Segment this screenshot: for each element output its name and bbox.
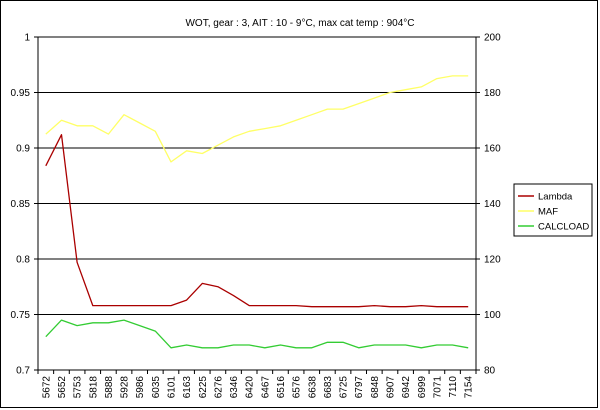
x-tick-label: 6848 <box>370 376 381 399</box>
x-tick-label: 5753 <box>73 376 84 399</box>
x-tick-label: 6163 <box>182 376 193 399</box>
x-tick-label: 6276 <box>213 376 224 399</box>
series-line-maf <box>45 75 469 163</box>
legend-label: MAF <box>538 207 558 218</box>
left-tick-label: 0.9 <box>16 144 30 155</box>
x-tick-label: 6346 <box>229 376 240 399</box>
x-tick-label: 6420 <box>245 376 256 399</box>
right-tick-label: 180 <box>484 88 501 99</box>
x-tick-label: 6225 <box>198 376 209 399</box>
left-axis-ticks: 0.7 0.75 0.8 0.85 0.9 0.95 1 <box>11 33 38 377</box>
chart-title: WOT, gear : 3, AIT : 10 - 9°C, max cat t… <box>185 18 414 29</box>
right-axis-ticks: 80 100 120 140 160 180 200 <box>476 33 501 377</box>
legend-box <box>513 183 593 237</box>
right-tick-label: 120 <box>484 255 501 266</box>
left-tick-label: 0.85 <box>11 199 31 210</box>
x-axis-ticks: 5672 5652 5753 5818 5888 5928 5986 6035 6101 6163… <box>37 370 477 399</box>
left-tick-label: 0.75 <box>11 310 31 321</box>
x-tick-label: 6942 <box>401 376 412 399</box>
grid-lines <box>38 36 476 371</box>
x-tick-label: 5986 <box>135 376 146 399</box>
series-line-lambda <box>45 134 469 308</box>
x-tick-label: 6035 <box>151 376 162 399</box>
legend: Lambda MAF CALCLOAD <box>513 183 593 237</box>
x-tick-label: 6467 <box>260 376 271 399</box>
left-tick-label: 0.8 <box>16 255 30 266</box>
x-tick-label: 5672 <box>41 376 52 399</box>
x-tick-label: 6101 <box>166 376 177 399</box>
right-tick-label: 200 <box>484 33 501 44</box>
series-lines <box>45 75 469 349</box>
legend-label: Lambda <box>538 192 573 203</box>
x-tick-label: 6797 <box>354 376 365 399</box>
right-tick-label: 100 <box>484 310 501 321</box>
x-tick-label: 7110 <box>448 376 459 398</box>
right-tick-label: 140 <box>484 199 501 210</box>
left-tick-label: 0.7 <box>16 366 30 377</box>
x-tick-label: 5928 <box>120 376 131 399</box>
left-tick-label: 1 <box>24 33 30 44</box>
x-tick-label: 6999 <box>417 376 428 399</box>
right-tick-label: 80 <box>484 366 496 377</box>
x-tick-label: 6683 <box>323 376 334 399</box>
left-tick-label: 0.95 <box>11 88 31 99</box>
x-tick-label: 7154 <box>464 376 475 399</box>
series-line-calcload <box>45 319 469 349</box>
x-tick-label: 6907 <box>385 376 396 399</box>
x-tick-label: 6576 <box>292 376 303 399</box>
x-tick-label: 6516 <box>276 376 287 399</box>
x-tick-label: 6725 <box>339 376 350 399</box>
x-tick-label: 6638 <box>307 376 318 399</box>
x-tick-label: 7071 <box>432 376 443 399</box>
x-tick-label: 5888 <box>104 376 115 399</box>
legend-label: CALCLOAD <box>538 222 589 233</box>
x-tick-label: 5652 <box>57 376 68 399</box>
right-tick-label: 160 <box>484 144 501 155</box>
x-tick-label: 5818 <box>88 376 99 399</box>
